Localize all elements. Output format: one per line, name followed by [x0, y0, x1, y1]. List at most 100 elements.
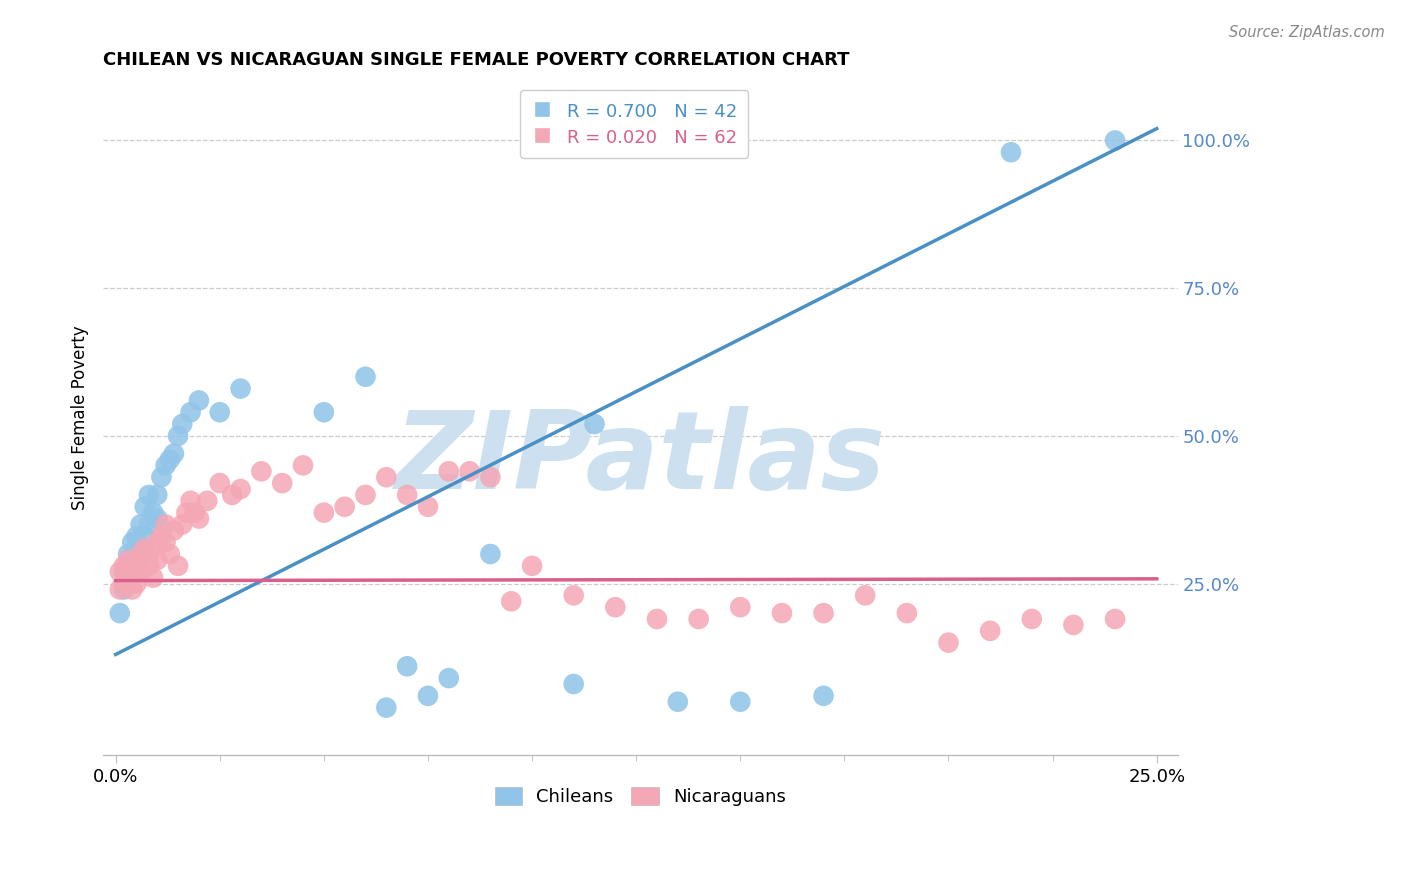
Point	[163, 446, 186, 460]
Point	[117, 571, 139, 585]
Point	[112, 582, 135, 597]
Point	[138, 517, 160, 532]
Point	[117, 553, 139, 567]
Point	[979, 624, 1001, 638]
Point	[180, 493, 202, 508]
Point	[853, 588, 876, 602]
Point	[121, 565, 143, 579]
Point	[167, 429, 190, 443]
Point	[121, 535, 143, 549]
Point	[437, 464, 460, 478]
Point	[108, 606, 131, 620]
Point	[195, 493, 218, 508]
Point	[125, 558, 148, 573]
Point	[1062, 618, 1084, 632]
Point	[125, 576, 148, 591]
Point	[129, 565, 152, 579]
Point	[1000, 145, 1022, 160]
Point	[813, 606, 835, 620]
Point	[1104, 612, 1126, 626]
Point	[150, 470, 173, 484]
Point	[129, 547, 152, 561]
Point	[163, 524, 186, 538]
Point	[688, 612, 710, 626]
Point	[167, 558, 190, 573]
Point	[520, 558, 543, 573]
Point	[112, 576, 135, 591]
Point	[1104, 133, 1126, 147]
Point	[1021, 612, 1043, 626]
Point	[125, 558, 148, 573]
Point	[108, 565, 131, 579]
Point	[112, 565, 135, 579]
Point	[730, 695, 752, 709]
Point	[138, 488, 160, 502]
Point	[112, 558, 135, 573]
Point	[416, 689, 439, 703]
Point	[221, 488, 243, 502]
Point	[121, 582, 143, 597]
Point	[229, 482, 252, 496]
Point	[501, 594, 523, 608]
Point	[605, 600, 627, 615]
Point	[150, 529, 173, 543]
Point	[125, 529, 148, 543]
Point	[134, 500, 156, 514]
Point	[134, 529, 156, 543]
Point	[108, 582, 131, 597]
Point	[354, 369, 377, 384]
Y-axis label: Single Female Poverty: Single Female Poverty	[72, 326, 89, 510]
Point	[129, 517, 152, 532]
Point	[208, 476, 231, 491]
Point	[146, 553, 169, 567]
Point	[146, 488, 169, 502]
Point	[159, 547, 181, 561]
Point	[146, 511, 169, 525]
Point	[184, 506, 207, 520]
Legend: Chileans, Nicaraguans: Chileans, Nicaraguans	[488, 780, 793, 814]
Point	[142, 571, 165, 585]
Point	[187, 511, 209, 525]
Point	[208, 405, 231, 419]
Point	[896, 606, 918, 620]
Point	[142, 506, 165, 520]
Point	[562, 677, 585, 691]
Point	[117, 571, 139, 585]
Point	[333, 500, 356, 514]
Point	[271, 476, 294, 491]
Point	[292, 458, 315, 473]
Point	[375, 470, 398, 484]
Point	[117, 547, 139, 561]
Point	[250, 464, 273, 478]
Point	[396, 659, 419, 673]
Point	[770, 606, 793, 620]
Point	[187, 393, 209, 408]
Point	[121, 565, 143, 579]
Point	[138, 547, 160, 561]
Point	[730, 600, 752, 615]
Point	[138, 558, 160, 573]
Point	[180, 405, 202, 419]
Point	[172, 417, 194, 431]
Point	[562, 588, 585, 602]
Point	[134, 541, 156, 555]
Point	[458, 464, 481, 478]
Point	[354, 488, 377, 502]
Point	[134, 553, 156, 567]
Point	[437, 671, 460, 685]
Point	[312, 506, 335, 520]
Point	[375, 700, 398, 714]
Point	[645, 612, 668, 626]
Point	[176, 506, 198, 520]
Point	[146, 535, 169, 549]
Point	[813, 689, 835, 703]
Point	[155, 517, 177, 532]
Point	[938, 635, 960, 649]
Point	[129, 547, 152, 561]
Point	[172, 517, 194, 532]
Point	[666, 695, 689, 709]
Point	[479, 547, 502, 561]
Point	[229, 382, 252, 396]
Point	[312, 405, 335, 419]
Text: ZIPatlas: ZIPatlas	[395, 406, 886, 511]
